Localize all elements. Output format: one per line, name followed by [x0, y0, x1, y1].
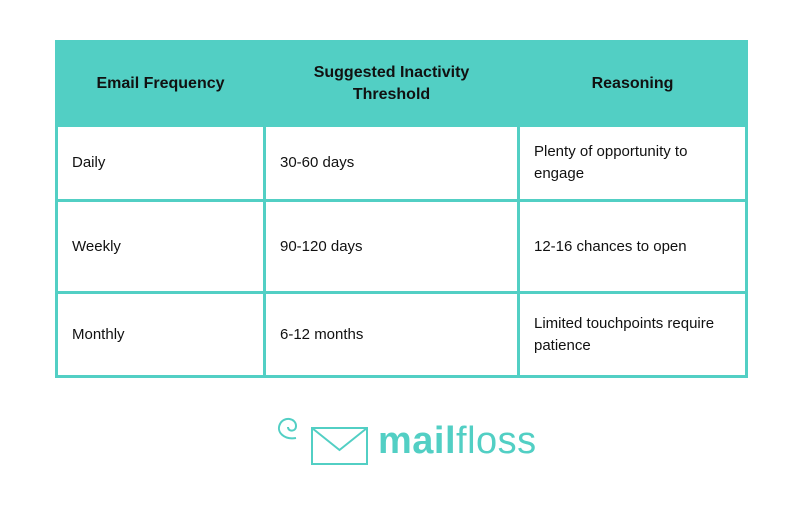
table-body: Daily 30-60 days Plenty of opportunity to … — [55, 124, 748, 378]
logo-text: mailfloss — [378, 420, 537, 463]
table-cell: 30-60 days — [263, 124, 520, 202]
table-cell: Daily — [55, 124, 266, 202]
table-cell: Monthly — [55, 291, 266, 378]
header-cell: Reasoning — [517, 40, 748, 127]
table: Email Frequency Suggested Inactivity Thre… — [55, 40, 748, 378]
logo-bold: mail — [378, 420, 457, 462]
table-cell: 12-16 chances to open — [517, 199, 748, 294]
header-cell: Email Frequency — [55, 40, 266, 127]
logo-swirl — [278, 418, 298, 440]
table-cell: 90-120 days — [263, 199, 520, 294]
table-cell: Plenty of opportunity to engage — [517, 124, 748, 202]
header-row: Email Frequency Suggested Inactivity Thre… — [55, 40, 748, 127]
header-cell: Suggested Inactivity Threshold — [263, 40, 520, 127]
table-cell: Limited touchpoints require patience — [517, 291, 748, 378]
table-row: Daily 30-60 days Plenty of opportunity to … — [55, 124, 748, 202]
envelope — [311, 427, 368, 465]
table-row: Monthly 6-12 months Limited touchpoints re… — [55, 291, 748, 378]
table-row: Weekly 90-120 days 12-16 chances to open — [55, 199, 748, 294]
table-cell: Weekly — [55, 199, 266, 294]
logo: mailfloss — [270, 410, 536, 470]
envelope-flap — [311, 427, 368, 452]
table-cell: 6-12 months — [263, 291, 520, 378]
logo-icon — [278, 418, 368, 465]
logo-light: floss — [456, 420, 537, 462]
